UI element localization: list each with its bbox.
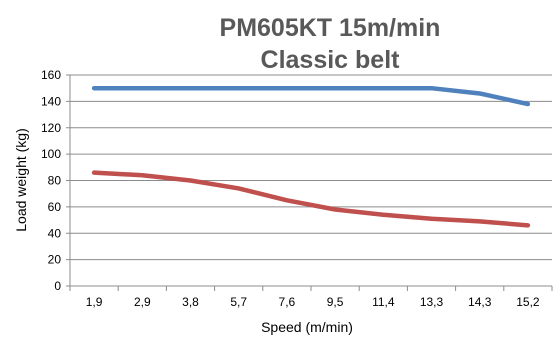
x-tick-label: 11,4 [372,295,395,309]
y-tick-label: 20 [48,253,62,267]
x-tick-label: 3,8 [182,295,199,309]
series-line-2 [91,170,531,228]
x-axis-title: Speed (m/min) [261,319,353,335]
y-tick-label: 80 [48,174,62,188]
y-tick-label: 60 [48,200,62,214]
x-tick-label: 7,6 [279,295,296,309]
x-axis-tick-labels: 1,9 2,9 3,8 5,7 7,6 9,5 11,4 13,3 14,3 15,2 [86,295,540,309]
y-axis-tick-labels: 0 20 40 60 80 100 120 140 160 [41,68,61,293]
x-tick-label: 2,9 [134,295,151,309]
x-tick-label: 9,5 [327,295,344,309]
y-tick-label: 140 [41,94,61,108]
x-tick-label: 5,7 [230,295,247,309]
y-tick-label: 100 [41,147,61,161]
y-tick-label: 0 [54,279,61,293]
y-tick-label: 120 [41,121,61,135]
y-axis-title: Load weight (kg) [13,128,29,232]
x-tick-label: 14,3 [468,295,492,309]
grid-lines [66,74,552,287]
y-tick-label: 160 [41,68,61,82]
y-tick-label: 40 [48,226,62,240]
series-lines [91,85,531,228]
x-axis [69,75,553,291]
chart-title-line-2: Classic belt [261,46,401,74]
x-tick-label: 13,3 [420,295,444,309]
x-tick-label: 1,9 [86,295,103,309]
chart-title-line-1: PM605KT 15m/min [220,14,441,42]
x-tick-label: 15,2 [516,295,540,309]
series-line-1 [91,85,531,107]
